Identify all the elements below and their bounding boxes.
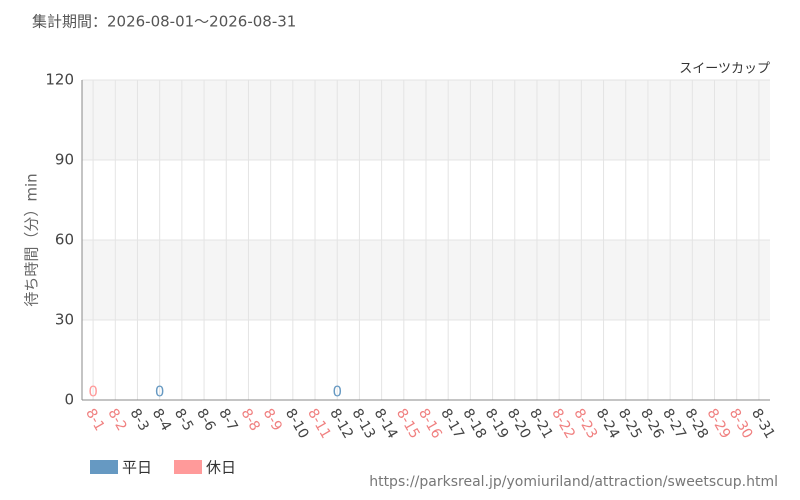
- value-label: 0: [332, 383, 342, 401]
- x-tick-label: 8-31: [748, 406, 778, 442]
- legend-swatch: [90, 460, 118, 474]
- y-tick-label: 90: [55, 151, 74, 169]
- x-tick-label: 8-9: [260, 406, 285, 434]
- x-tick-label: 8-4: [149, 406, 174, 434]
- x-tick-label: 8-8: [238, 406, 263, 434]
- x-tick-label: 8-5: [171, 406, 196, 434]
- chart-title: 集計期間：2026-08-01～2026-08-31: [32, 13, 296, 31]
- x-tick-label: 8-1: [82, 406, 107, 434]
- chart-subtitle: スイーツカップ: [679, 62, 770, 77]
- x-tick-label: 8-2: [104, 406, 129, 434]
- legend-label: 休日: [206, 459, 236, 477]
- source-url: https://parksreal.jp/yomiuriland/attract…: [369, 474, 778, 490]
- x-tick-label: 8-3: [127, 406, 152, 434]
- legend-label: 平日: [122, 459, 152, 477]
- legend-swatch: [174, 460, 202, 474]
- y-tick-label: 60: [55, 231, 74, 249]
- value-label: 0: [155, 383, 165, 401]
- value-label: 0: [88, 383, 98, 401]
- y-axis-label: 待ち時間（分）min: [23, 173, 41, 306]
- y-tick-label: 120: [45, 71, 74, 89]
- x-tick-label: 8-6: [193, 406, 218, 434]
- y-tick-label: 30: [55, 311, 74, 329]
- y-tick-label: 0: [64, 391, 74, 409]
- x-tick-label: 8-7: [215, 406, 240, 434]
